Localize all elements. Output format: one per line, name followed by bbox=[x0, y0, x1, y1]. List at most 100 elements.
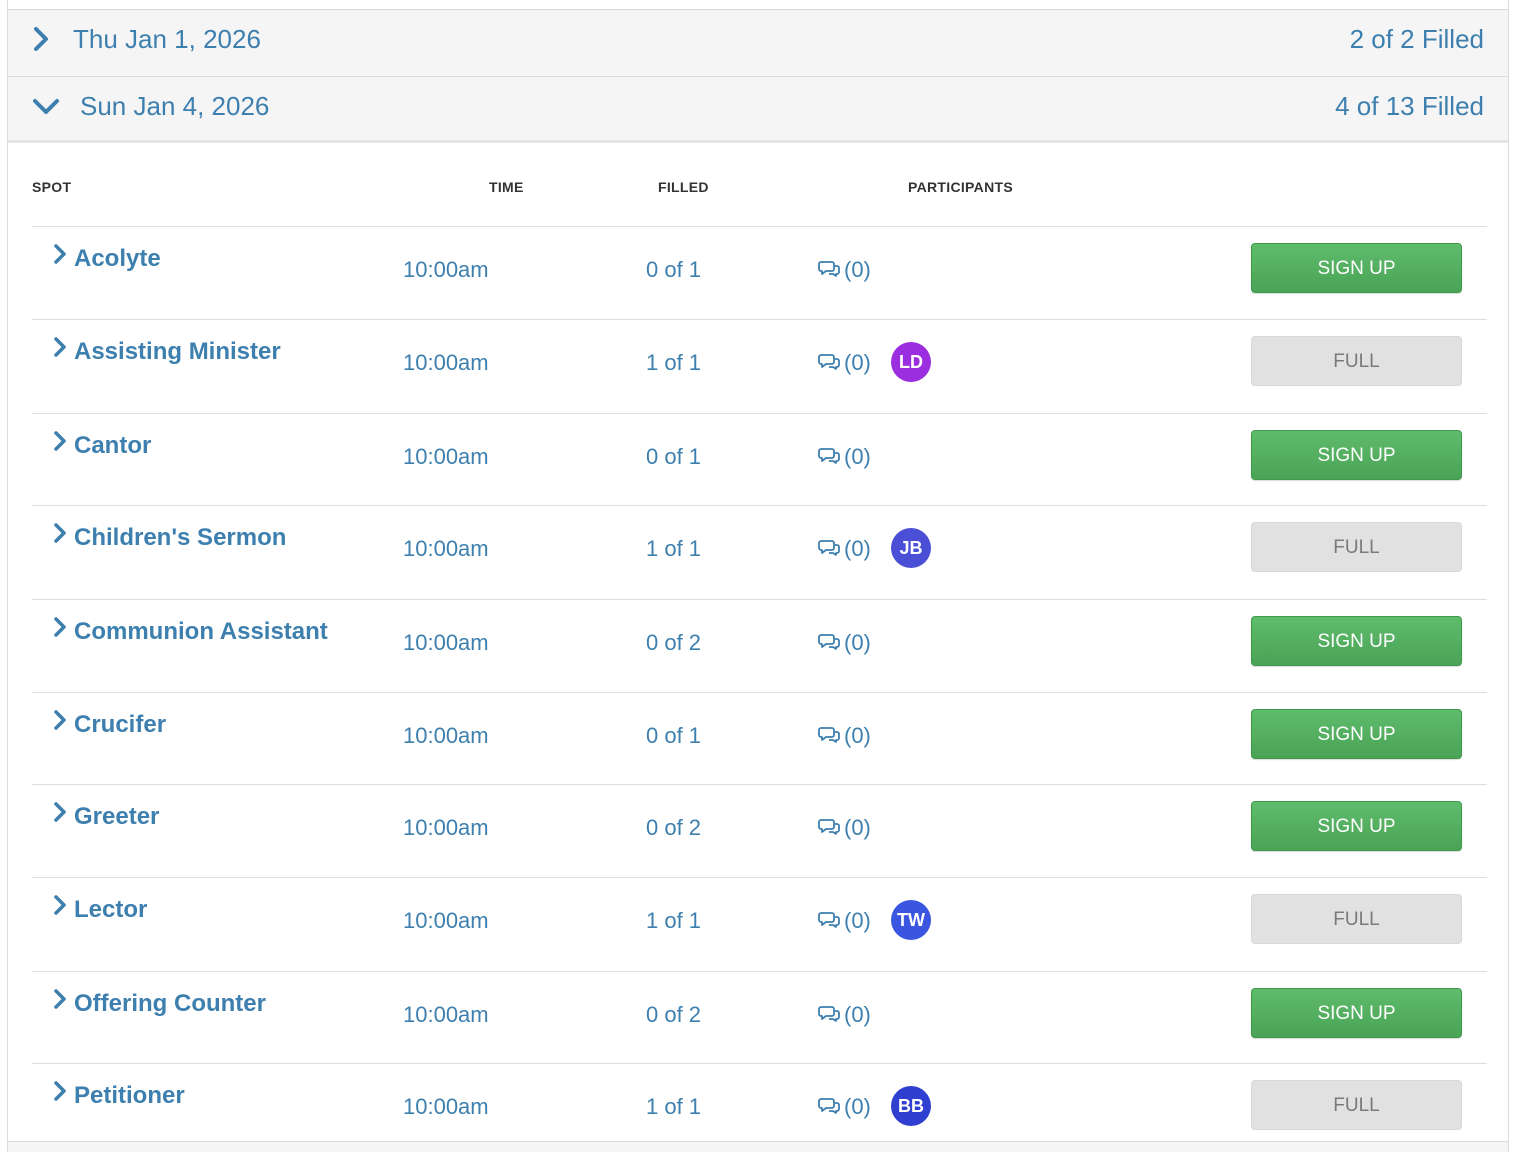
comments-icon bbox=[818, 354, 840, 371]
spot-time: 10:00am bbox=[403, 444, 489, 469]
sign-up-button[interactable]: SIGN UP bbox=[1251, 430, 1462, 480]
sign-up-button[interactable]: SIGN UP bbox=[1251, 988, 1462, 1038]
previous-section-edge bbox=[8, 0, 1508, 10]
full-button: FULL bbox=[1251, 336, 1462, 386]
spot-name-link[interactable]: Cantor bbox=[54, 430, 152, 461]
comments-icon bbox=[818, 448, 840, 465]
spot-name-link[interactable]: Petitioner bbox=[54, 1080, 185, 1111]
spot-filled-count: 0 of 1 bbox=[646, 257, 702, 282]
comments-count: (0) bbox=[844, 723, 871, 748]
comments-link[interactable]: (0) bbox=[818, 536, 871, 562]
comments-icon bbox=[818, 727, 840, 744]
comments-link[interactable]: (0) bbox=[818, 444, 871, 470]
date-header-jan-4[interactable]: Sun Jan 4, 2026 4 of 13 Filled bbox=[8, 77, 1508, 143]
column-header-filled: FILLED bbox=[658, 179, 709, 195]
spot-label: Crucifer bbox=[74, 711, 167, 738]
spot-filled-count: 1 of 1 bbox=[646, 1094, 702, 1119]
spot-label: Communion Assistant bbox=[74, 618, 328, 645]
spot-filled-count: 1 of 1 bbox=[646, 536, 702, 561]
spot-time: 10:00am bbox=[403, 350, 489, 375]
full-button: FULL bbox=[1251, 522, 1462, 572]
comments-link[interactable]: (0) bbox=[818, 1094, 871, 1120]
comments-count: (0) bbox=[844, 815, 871, 840]
spot-label: Acolyte bbox=[74, 245, 161, 272]
spot-name-link[interactable]: Acolyte bbox=[54, 243, 161, 274]
sign-up-button[interactable]: SIGN UP bbox=[1251, 801, 1462, 851]
chevron-down-icon bbox=[32, 97, 60, 122]
comments-icon bbox=[818, 261, 840, 278]
chevron-right-icon bbox=[54, 1080, 66, 1108]
spot-filled-count: 0 of 1 bbox=[646, 723, 702, 748]
spot-label: Greeter bbox=[74, 803, 160, 830]
spot-name-link[interactable]: Crucifer bbox=[54, 709, 167, 740]
spot-name-link[interactable]: Children's Sermon bbox=[54, 522, 287, 553]
comments-icon bbox=[818, 1006, 840, 1023]
next-section-edge bbox=[8, 1141, 1508, 1152]
comments-count: (0) bbox=[844, 536, 871, 561]
date-label: Thu Jan 1, 2026 bbox=[73, 24, 261, 54]
column-header-time: TIME bbox=[489, 179, 524, 195]
spot-name-link[interactable]: Greeter bbox=[54, 801, 160, 832]
comments-link[interactable]: (0) bbox=[818, 723, 871, 749]
spot-label: Petitioner bbox=[74, 1082, 185, 1109]
sign-up-button[interactable]: SIGN UP bbox=[1251, 709, 1462, 759]
comments-icon bbox=[818, 1098, 840, 1115]
participant-avatar[interactable]: JB bbox=[891, 528, 931, 568]
table-row: Lector 10:00am 1 of 1 (0) TW FULL bbox=[32, 877, 1487, 971]
comments-link[interactable]: (0) bbox=[818, 815, 871, 841]
full-button: FULL bbox=[1251, 894, 1462, 944]
spot-time: 10:00am bbox=[403, 257, 489, 282]
comments-link[interactable]: (0) bbox=[818, 257, 871, 283]
spot-time: 10:00am bbox=[403, 815, 489, 840]
participant-avatar[interactable]: TW bbox=[891, 900, 931, 940]
spot-time: 10:00am bbox=[403, 908, 489, 933]
spot-time: 10:00am bbox=[403, 1094, 489, 1119]
table-row: Greeter 10:00am 0 of 2 (0) SIGN UP bbox=[32, 784, 1487, 877]
spot-name-link[interactable]: Communion Assistant bbox=[54, 616, 328, 647]
comments-link[interactable]: (0) bbox=[818, 1002, 871, 1028]
chevron-right-icon bbox=[54, 988, 66, 1016]
table-row: Assisting Minister 10:00am 1 of 1 (0) LD FULL bbox=[32, 319, 1487, 413]
spot-time: 10:00am bbox=[403, 1002, 489, 1027]
spot-time: 10:00am bbox=[403, 536, 489, 561]
table-row: Children's Sermon 10:00am 1 of 1 (0) JB FULL bbox=[32, 505, 1487, 599]
sign-up-button[interactable]: SIGN UP bbox=[1251, 243, 1462, 293]
participant-avatar[interactable]: BB bbox=[891, 1086, 931, 1126]
column-header-participants: PARTICIPANTS bbox=[908, 179, 1013, 195]
comments-link[interactable]: (0) bbox=[818, 630, 871, 656]
comments-count: (0) bbox=[844, 444, 871, 469]
date-header-jan-1[interactable]: Thu Jan 1, 2026 2 of 2 Filled bbox=[8, 10, 1508, 77]
comments-link[interactable]: (0) bbox=[818, 908, 871, 934]
chevron-right-icon bbox=[54, 709, 66, 737]
spot-filled-count: 0 of 2 bbox=[646, 630, 702, 655]
table-row: Offering Counter 10:00am 0 of 2 (0) SIGN UP bbox=[32, 971, 1487, 1063]
spot-label: Cantor bbox=[74, 432, 152, 459]
spot-name-link[interactable]: Offering Counter bbox=[54, 988, 266, 1019]
chevron-right-icon bbox=[54, 522, 66, 550]
comments-icon bbox=[818, 819, 840, 836]
chevron-right-icon bbox=[54, 801, 66, 829]
full-button: FULL bbox=[1251, 1080, 1462, 1130]
comments-count: (0) bbox=[844, 908, 871, 933]
comments-link[interactable]: (0) bbox=[818, 350, 871, 376]
spot-label: Children's Sermon bbox=[74, 524, 287, 551]
spot-filled-count: 0 of 2 bbox=[646, 815, 702, 840]
spot-filled-count: 0 of 1 bbox=[646, 444, 702, 469]
chevron-right-icon bbox=[54, 243, 66, 271]
table-row: Acolyte 10:00am 0 of 1 (0) SIGN UP bbox=[32, 226, 1487, 319]
spot-time: 10:00am bbox=[403, 630, 489, 655]
spot-name-link[interactable]: Lector bbox=[54, 894, 147, 925]
spot-name-link[interactable]: Assisting Minister bbox=[54, 336, 281, 367]
comments-icon bbox=[818, 634, 840, 651]
chevron-right-icon bbox=[54, 894, 66, 922]
comments-count: (0) bbox=[844, 1094, 871, 1119]
spot-filled-count: 1 of 1 bbox=[646, 908, 702, 933]
filled-summary: 4 of 13 Filled bbox=[1335, 91, 1484, 121]
signup-panel: Thu Jan 1, 2026 2 of 2 Filled Sun Jan 4,… bbox=[7, 0, 1509, 1152]
participant-avatar[interactable]: LD bbox=[891, 342, 931, 382]
sign-up-button[interactable]: SIGN UP bbox=[1251, 616, 1462, 666]
comments-count: (0) bbox=[844, 1002, 871, 1027]
table-row: Communion Assistant 10:00am 0 of 2 (0) SIGN … bbox=[32, 599, 1487, 692]
date-label: Sun Jan 4, 2026 bbox=[80, 91, 270, 121]
